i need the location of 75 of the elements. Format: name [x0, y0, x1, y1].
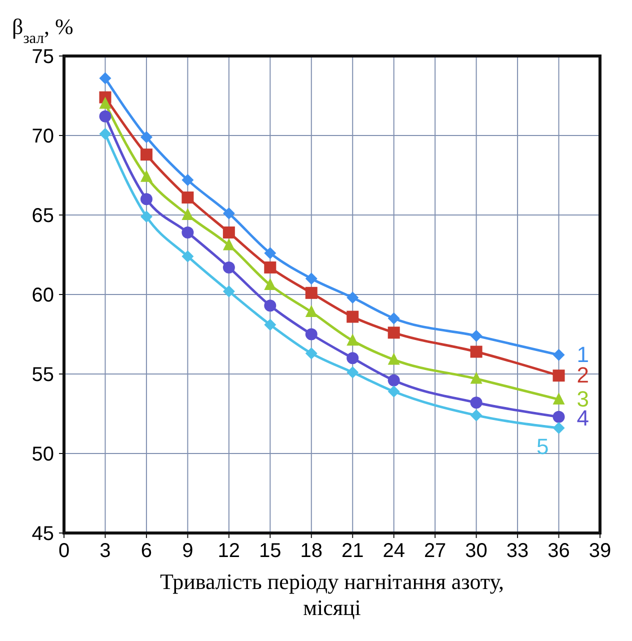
point [264, 261, 276, 274]
y-axis-title: β$_{зал}$, % [12, 14, 74, 46]
x-tick-label: 36 [548, 540, 570, 562]
point [99, 72, 112, 84]
series-label: 5 [536, 434, 549, 460]
point [140, 148, 152, 161]
x-tick-label: 24 [382, 540, 405, 562]
x-tick-label: 3 [100, 540, 111, 562]
y-tick-label: 65 [32, 205, 54, 227]
point [346, 352, 359, 364]
y-tick-label: 45 [32, 523, 54, 545]
point [182, 174, 194, 186]
point [182, 226, 194, 238]
point [264, 300, 276, 312]
point [182, 250, 194, 262]
point [222, 261, 235, 274]
point [140, 131, 152, 144]
point [305, 347, 318, 360]
point [552, 370, 565, 382]
point [264, 318, 276, 331]
point [305, 286, 318, 299]
x-tick-label: 30 [465, 540, 488, 562]
y-tick-label: 70 [32, 126, 54, 148]
point [222, 207, 235, 220]
x-tick-label: 21 [341, 540, 364, 562]
point [182, 208, 194, 220]
x-tick-label: 18 [300, 540, 323, 562]
point [388, 374, 400, 386]
point [99, 96, 112, 109]
x-axis-title: Тривалість періоду нагнітання азоту, місяці [160, 569, 504, 620]
point [346, 292, 359, 304]
point [470, 372, 482, 384]
point [305, 272, 318, 285]
x-tick-label: 6 [140, 540, 152, 562]
point [222, 285, 235, 298]
point [222, 238, 235, 250]
point [552, 422, 565, 434]
point [305, 328, 318, 340]
series-label: 3 [576, 386, 590, 412]
x-tick-label: 12 [218, 540, 240, 562]
y-tick-label: 50 [32, 444, 54, 466]
point [388, 312, 400, 324]
x-tick-label: 9 [182, 540, 194, 562]
x-tick-label: 15 [259, 540, 282, 562]
x-tick-label: 33 [506, 540, 529, 562]
point [140, 210, 152, 223]
point [388, 352, 400, 365]
point [182, 192, 194, 204]
point [346, 310, 359, 323]
point [388, 385, 400, 398]
point [222, 226, 235, 238]
x-tick-label: 0 [58, 540, 70, 562]
point [388, 326, 400, 339]
x-tick-label: 39 [588, 540, 612, 562]
y-tick-label: 75 [32, 46, 54, 68]
point [140, 193, 152, 206]
point [305, 304, 318, 317]
point [264, 278, 276, 290]
point [264, 247, 276, 260]
point [470, 396, 482, 409]
point [552, 348, 565, 361]
y-tick-label: 60 [32, 284, 54, 306]
point [99, 110, 112, 122]
point [99, 128, 112, 140]
point [346, 334, 359, 346]
point [140, 170, 152, 182]
point [470, 409, 482, 422]
point [552, 392, 565, 404]
x-tick-label: 27 [424, 540, 446, 562]
series-label: 1 [576, 342, 590, 367]
point [346, 366, 359, 378]
point [470, 330, 482, 342]
point [552, 410, 565, 423]
y-tick-label: 55 [32, 364, 54, 386]
point [470, 346, 482, 358]
